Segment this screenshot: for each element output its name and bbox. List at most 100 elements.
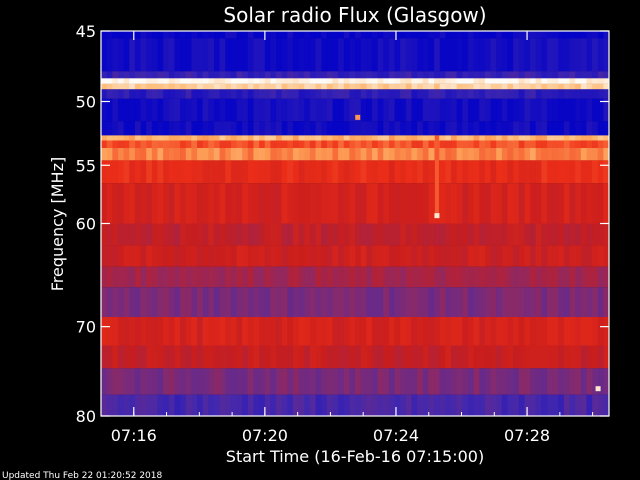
- band-texture: [275, 245, 282, 267]
- band-texture: [456, 287, 463, 318]
- band-texture: [484, 135, 491, 141]
- band-texture: [439, 78, 446, 84]
- band-texture: [163, 287, 170, 318]
- band-texture: [445, 38, 452, 72]
- band-texture: [575, 38, 582, 72]
- band-texture: [552, 31, 559, 39]
- band-texture: [479, 135, 486, 141]
- band-texture: [422, 89, 429, 99]
- band-texture: [496, 121, 503, 136]
- band-texture: [225, 78, 232, 84]
- band-texture: [157, 140, 164, 149]
- band-texture: [501, 121, 508, 136]
- band-texture: [479, 140, 486, 149]
- band-texture: [518, 71, 525, 79]
- band-texture: [168, 31, 175, 39]
- band-texture: [174, 78, 181, 84]
- band-texture: [518, 31, 525, 39]
- band-texture: [355, 135, 361, 141]
- band-texture: [309, 78, 316, 84]
- band-texture: [405, 83, 412, 90]
- band-texture: [535, 160, 542, 184]
- band-texture: [309, 245, 316, 267]
- band-texture: [535, 317, 542, 346]
- band-texture: [140, 223, 147, 246]
- band-texture: [219, 394, 226, 416]
- band-texture: [180, 31, 186, 39]
- band-texture: [513, 317, 519, 346]
- band-texture: [388, 135, 395, 141]
- band-texture: [422, 183, 429, 224]
- band-texture: [225, 266, 232, 288]
- band-texture: [101, 266, 107, 288]
- band-texture: [185, 98, 192, 122]
- band-texture: [597, 368, 604, 395]
- band-texture: [112, 38, 119, 72]
- band-texture: [174, 368, 181, 395]
- band-texture: [450, 140, 457, 149]
- band-texture: [326, 140, 333, 149]
- band-texture: [355, 89, 361, 99]
- band-texture: [185, 78, 192, 84]
- band-texture: [213, 38, 220, 72]
- freq-band: [101, 287, 610, 318]
- band-texture: [332, 31, 339, 39]
- band-texture: [332, 38, 339, 72]
- band-texture: [592, 287, 599, 318]
- band-texture: [450, 223, 457, 246]
- band-texture: [377, 140, 384, 149]
- band-texture: [202, 317, 209, 346]
- band-texture: [580, 98, 587, 122]
- x-axis: 07:16 07:20 07:24 07:28: [100, 31, 594, 445]
- band-texture: [360, 140, 367, 149]
- band-texture: [264, 160, 271, 184]
- band-texture: [219, 368, 226, 395]
- band-texture: [208, 223, 215, 246]
- band-texture: [304, 287, 311, 318]
- band-texture: [343, 31, 350, 39]
- band-texture: [575, 31, 582, 39]
- band-texture: [586, 287, 593, 318]
- band-texture: [580, 183, 587, 224]
- band-texture: [321, 140, 328, 149]
- band-texture: [501, 223, 508, 246]
- band-texture: [552, 183, 559, 224]
- band-texture: [242, 245, 249, 267]
- band-texture: [117, 287, 124, 318]
- band-texture: [298, 368, 305, 395]
- band-texture: [180, 135, 186, 141]
- band-texture: [287, 148, 294, 161]
- band-texture: [253, 38, 260, 72]
- band-texture: [332, 83, 339, 90]
- band-texture: [123, 89, 130, 99]
- band-texture: [496, 183, 503, 224]
- band-texture: [529, 98, 536, 122]
- band-texture: [366, 38, 373, 72]
- band-texture: [259, 287, 265, 318]
- band-texture: [157, 183, 164, 224]
- band-texture: [405, 223, 412, 246]
- band-texture: [304, 345, 311, 369]
- band-texture: [343, 38, 350, 72]
- band-texture: [445, 160, 452, 184]
- band-texture: [174, 317, 181, 346]
- band-texture: [496, 266, 503, 288]
- band-texture: [513, 287, 519, 318]
- band-texture: [129, 31, 136, 39]
- band-texture: [456, 140, 463, 149]
- band-texture: [202, 223, 209, 246]
- band-texture: [213, 245, 220, 267]
- band-texture: [321, 31, 328, 39]
- band-texture: [580, 71, 587, 79]
- band-texture: [529, 245, 536, 267]
- band-texture: [208, 71, 215, 79]
- band-texture: [473, 135, 480, 141]
- band-texture: [112, 317, 119, 346]
- band-texture: [349, 394, 356, 416]
- band-texture: [388, 89, 395, 99]
- band-texture: [366, 160, 373, 184]
- band-texture: [106, 98, 113, 122]
- band-texture: [507, 140, 514, 149]
- band-texture: [225, 121, 232, 136]
- band-texture: [546, 135, 553, 141]
